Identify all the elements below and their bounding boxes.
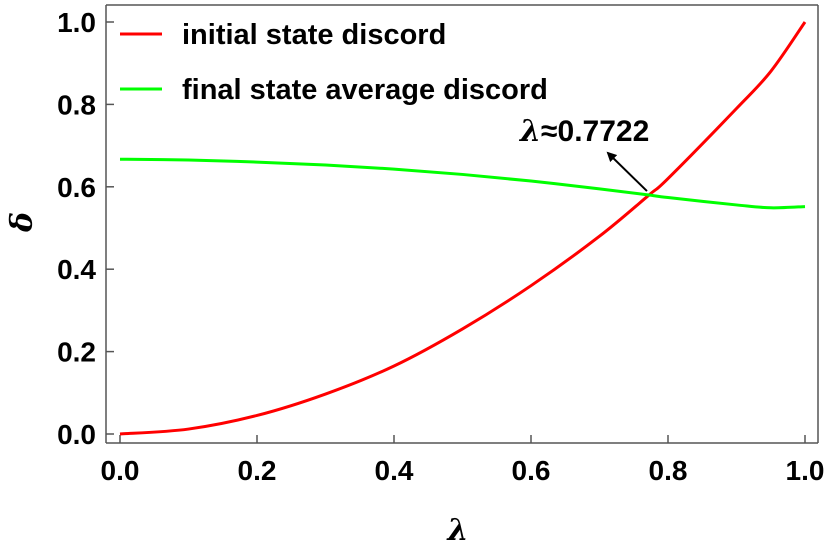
y-tick-label: 1.0 bbox=[57, 7, 96, 38]
annotation-arrow bbox=[606, 151, 648, 192]
annotation: λ≈0.7722 bbox=[518, 114, 649, 192]
y-axis-title: δ bbox=[5, 212, 40, 233]
legend-label-final: final state average discord bbox=[182, 74, 548, 106]
y-tick-label: 0.0 bbox=[57, 419, 96, 450]
annotation-symbol: λ bbox=[518, 114, 541, 149]
x-tick-label: 0.0 bbox=[101, 455, 140, 486]
y-tick-label: 0.2 bbox=[57, 337, 96, 368]
y-tick-label: 0.4 bbox=[57, 254, 96, 285]
y-axis-ticks: 0.0 0.2 0.4 0.6 0.8 1.0 bbox=[57, 7, 114, 450]
x-tick-label: 0.2 bbox=[238, 455, 277, 486]
x-axis-ticks: 0.0 0.2 0.4 0.6 0.8 1.0 bbox=[101, 435, 825, 486]
y-tick-label: 0.6 bbox=[57, 172, 96, 203]
x-tick-label: 0.4 bbox=[375, 455, 414, 486]
annotation-value: ≈0.7722 bbox=[541, 115, 649, 148]
series-layer bbox=[119, 21, 807, 436]
x-axis-title: λ bbox=[445, 513, 468, 548]
y-tick-label: 0.8 bbox=[57, 89, 96, 120]
series-line-final bbox=[119, 157, 806, 210]
legend: initial state discord final state averag… bbox=[120, 19, 548, 106]
legend-label-initial: initial state discord bbox=[182, 19, 446, 51]
x-tick-label: 0.8 bbox=[649, 455, 688, 486]
x-tick-label: 1.0 bbox=[786, 455, 825, 486]
series-line-initial bbox=[119, 21, 807, 436]
x-tick-label: 0.6 bbox=[512, 455, 551, 486]
annotation-label: λ≈0.7722 bbox=[518, 114, 649, 149]
plot-frame bbox=[105, 4, 819, 444]
